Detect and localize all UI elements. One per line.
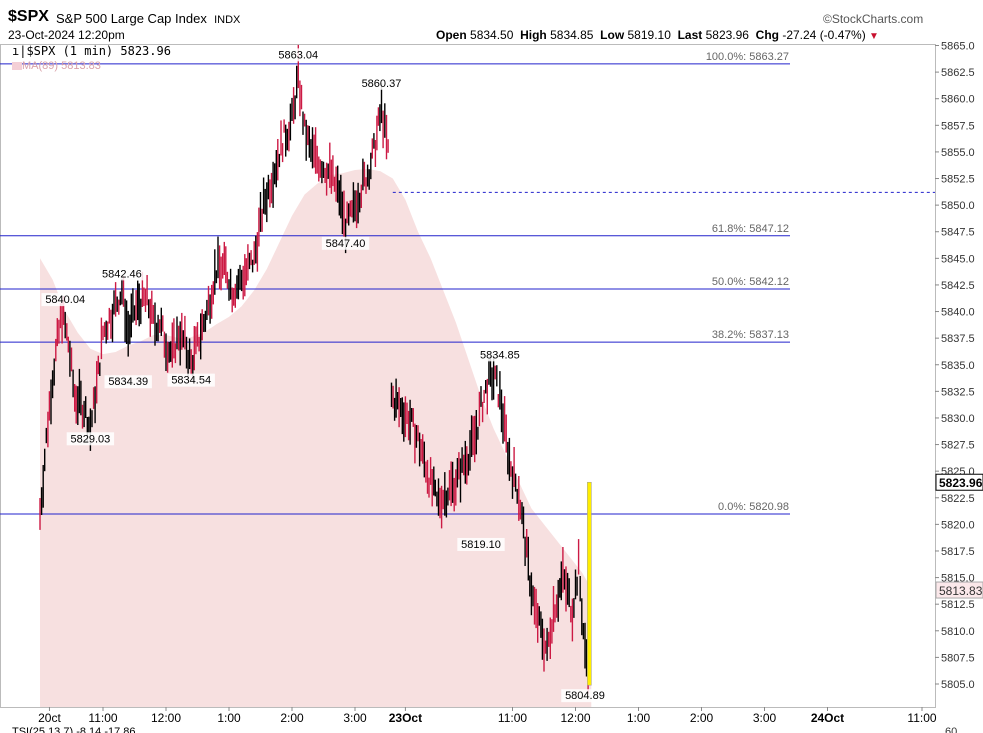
x-tick-label: 1:00 [627, 711, 651, 725]
price-annotation-bg [167, 373, 215, 387]
price-annotation: 5819.10 [461, 539, 501, 551]
price-annotation: 5863.04 [278, 49, 318, 61]
price-annotation-bg [41, 293, 89, 307]
price-annotation: 5804.89 [565, 690, 605, 702]
indicator-label: TSI(25,13,7) -8.14 -17.86 [12, 726, 136, 733]
last-move-bar [587, 481, 592, 686]
symbol: $SPX [8, 8, 49, 25]
x-tick-label: 1:00 [217, 711, 241, 725]
last-price-tag-box [935, 473, 983, 491]
x-tick-label: 11:00 [907, 711, 936, 725]
y-tick-label: 5812.5 [941, 599, 975, 611]
price-annotation: 5842.46 [102, 268, 142, 280]
price-annotation: 5840.04 [45, 294, 85, 306]
y-tick-label: 5840.0 [941, 307, 975, 319]
x-tick-label: 12:00 [151, 711, 181, 725]
y-tick-label: 5852.5 [941, 174, 975, 186]
fib-level-label: 0.0%: 5820.98 [718, 501, 789, 513]
price-annotation-bg [561, 689, 609, 703]
ma-legend: MA(89) 5813.83 [12, 60, 101, 72]
price-annotation: 5847.40 [326, 238, 366, 250]
y-tick-label: 5847.5 [941, 227, 975, 239]
x-tick-label: 2:00 [280, 711, 304, 725]
y-tick-label: 5842.5 [941, 280, 975, 292]
y-tick-label: 5857.5 [941, 120, 975, 132]
price-annotation: 5829.03 [71, 433, 111, 445]
y-tick-label: 5835.0 [941, 360, 975, 372]
fib-level-label: 61.8%: 5847.12 [712, 223, 789, 235]
chart-date: 23-Oct-2024 12:20pm [8, 28, 125, 42]
y-tick-label: 5830.0 [941, 413, 975, 425]
price-annotation-bg [104, 375, 152, 389]
ma-price-tag: 5813.83 [939, 584, 983, 598]
last-price-tag: 5823.96 [939, 476, 983, 490]
x-tick-label: 20ct [38, 711, 61, 725]
x-tick-label: 23Oct [389, 711, 422, 725]
brand-logo: ©StockCharts.com [823, 12, 924, 26]
y-tick-label: 5817.5 [941, 546, 975, 558]
ma-area [40, 168, 592, 707]
y-tick-label: 5805.0 [941, 679, 975, 691]
x-tick-label: 11:00 [88, 711, 117, 725]
y-tick-label: 5837.5 [941, 333, 975, 345]
y-tick-label: 5827.5 [941, 440, 975, 452]
price-legend-icon: ı| [12, 44, 27, 58]
y-tick-label: 5850.0 [941, 200, 975, 212]
x-tick-label: 11:00 [498, 711, 527, 725]
plot-area [0, 44, 936, 708]
y-tick-label: 5865.0 [941, 41, 975, 53]
ma-swatch-icon [12, 62, 22, 71]
price-annotation-bg [321, 236, 370, 250]
price-annotation-bg [98, 267, 146, 281]
ma-price-tag-box [935, 581, 983, 599]
indicator-right-value: 60 [945, 726, 957, 733]
fib-level-label: 38.2%: 5837.13 [712, 329, 789, 341]
price-annotation-bg [457, 537, 505, 551]
x-tick-label: 12:00 [560, 711, 590, 725]
fib-level-label: 50.0%: 5842.12 [712, 276, 789, 288]
security-name: S&P 500 Large Cap Index INDX [56, 11, 241, 26]
price-annotation-bg [357, 76, 406, 90]
y-tick-label: 5832.5 [941, 386, 975, 398]
down-arrow-icon: ▼ [869, 31, 879, 42]
price-annotation-bg [476, 348, 524, 362]
x-tick-label: 2:00 [690, 711, 714, 725]
x-tick-label: 3:00 [343, 711, 367, 725]
price-annotation-bg [274, 48, 322, 62]
y-tick-label: 5822.5 [941, 493, 975, 505]
y-tick-label: 5862.5 [941, 67, 975, 79]
y-tick-label: 5855.0 [941, 147, 975, 159]
ohlc-summary: Open 5834.50 High 5834.85 Low 5819.10 La… [436, 28, 879, 42]
price-annotation: 5860.37 [362, 78, 402, 90]
price-annotation: 5834.85 [480, 349, 520, 361]
price-annotation-bg [66, 432, 115, 446]
y-tick-label: 5810.0 [941, 626, 975, 638]
price-annotation: 5834.54 [171, 375, 211, 387]
price-legend: ı|$SPX (1 min) 5823.96 [12, 44, 171, 58]
price-annotation: 5834.39 [108, 376, 148, 388]
x-tick-label: 3:00 [753, 711, 777, 725]
x-tick-label: 24Oct [811, 711, 844, 725]
y-tick-label: 5860.0 [941, 94, 975, 106]
y-tick-label: 5807.5 [941, 652, 975, 664]
chart-header: $SPX S&P 500 Large Cap Index INDX 23-Oct… [0, 0, 983, 44]
y-tick-label: 5820.0 [941, 519, 975, 531]
y-tick-label: 5845.0 [941, 253, 975, 265]
fib-level-label: 100.0%: 5863.27 [706, 51, 789, 63]
